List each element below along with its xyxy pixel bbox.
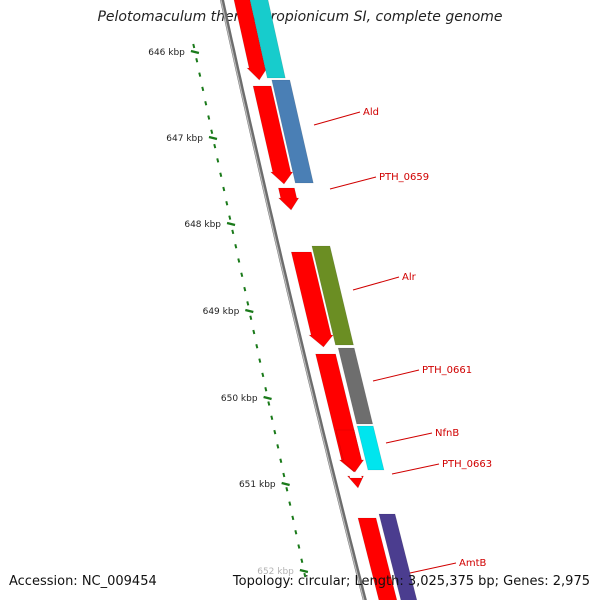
minor-tick: [210, 129, 214, 135]
cds-arrow: [335, 429, 365, 473]
minor-tick: [198, 72, 202, 77]
gene-block: [356, 425, 385, 471]
minor-tick: [270, 415, 274, 421]
genome-backbone-highlight: [220, 0, 365, 600]
minor-tick: [234, 243, 238, 249]
minor-tick: [273, 429, 277, 435]
minor-tick: [294, 529, 298, 535]
accession-text: Accession: NC_009454: [9, 574, 157, 589]
gene-block: [337, 347, 374, 425]
gene-leader-line: [409, 562, 457, 574]
major-tick: [281, 481, 290, 487]
minor-tick: [216, 158, 220, 163]
major-tick: [190, 49, 200, 55]
minor-tick: [246, 301, 250, 306]
minor-tick: [291, 515, 295, 521]
gene-leader-line: [352, 276, 400, 291]
gene-block: [271, 79, 314, 184]
cds-arrow: [357, 517, 398, 600]
gene-block: [311, 245, 354, 346]
minor-tick: [282, 472, 286, 478]
gene-label-pth-0661: PTH_0661: [422, 365, 472, 376]
cds-arrow: [290, 251, 334, 348]
gene-label-ald: Ald: [363, 107, 379, 118]
gene-label-nfnb: NfnB: [435, 428, 459, 439]
gene-leader-line: [329, 176, 377, 190]
tick-label: 652 kbp: [257, 567, 294, 577]
minor-tick: [249, 315, 253, 320]
minor-tick: [222, 186, 226, 192]
minor-tick: [258, 358, 262, 363]
minor-tick: [201, 86, 205, 92]
minor-tick: [225, 201, 229, 206]
gene-leader-line: [385, 432, 433, 444]
minor-tick: [204, 100, 208, 106]
minor-tick: [303, 572, 307, 578]
minor-tick: [261, 372, 265, 378]
minor-tick: [195, 58, 199, 63]
gene-label-pth-0663: PTH_0663: [442, 459, 492, 470]
major-tick: [208, 135, 218, 141]
minor-tick: [276, 444, 280, 449]
tick-label: 648 kbp: [184, 220, 221, 230]
map-title: Pelotomaculum thermopropionicum SI, comp…: [97, 9, 503, 25]
minor-tick: [192, 43, 196, 49]
major-tick: [226, 221, 236, 227]
genome-backbone: [219, 0, 367, 600]
tick-label: 649 kbp: [203, 307, 240, 317]
tick-label: 647 kbp: [166, 134, 203, 144]
minor-tick: [207, 115, 211, 120]
gene-label-pth-0659: PTH_0659: [379, 172, 429, 183]
cds-arrow: [346, 475, 364, 489]
major-tick: [263, 395, 272, 401]
minor-tick: [243, 286, 247, 292]
major-tick: [299, 568, 309, 574]
minor-tick: [267, 401, 271, 406]
tick-label: 646 kbp: [148, 48, 185, 58]
minor-tick: [228, 215, 232, 220]
minor-tick: [240, 272, 244, 278]
minor-tick: [213, 143, 217, 149]
tick-label: 651 kbp: [239, 480, 276, 490]
gene-leader-line: [313, 111, 361, 126]
minor-tick: [237, 258, 241, 263]
minor-tick: [252, 329, 256, 335]
cds-arrow: [277, 187, 300, 211]
minor-tick: [231, 229, 235, 235]
minor-tick: [264, 386, 268, 392]
minor-tick: [285, 487, 289, 492]
minor-tick: [219, 172, 223, 177]
gene-label-amtb: AmtB: [459, 558, 487, 569]
genome-stats-text: Topology: circular; Length: 3,025,375 bp…: [232, 574, 590, 589]
minor-tick: [279, 458, 283, 463]
gene-label-alr: Alr: [402, 272, 417, 283]
gene-block: [249, 0, 286, 79]
tick-label: 650 kbp: [221, 394, 258, 404]
gene-leader-line: [372, 369, 420, 382]
minor-tick: [297, 544, 301, 549]
minor-tick: [255, 344, 259, 349]
minor-tick: [300, 558, 304, 564]
major-tick: [245, 308, 254, 314]
cds-arrow: [252, 85, 294, 185]
minor-tick: [288, 501, 292, 506]
gene-leader-line: [391, 463, 440, 475]
gene-block: [378, 513, 418, 600]
